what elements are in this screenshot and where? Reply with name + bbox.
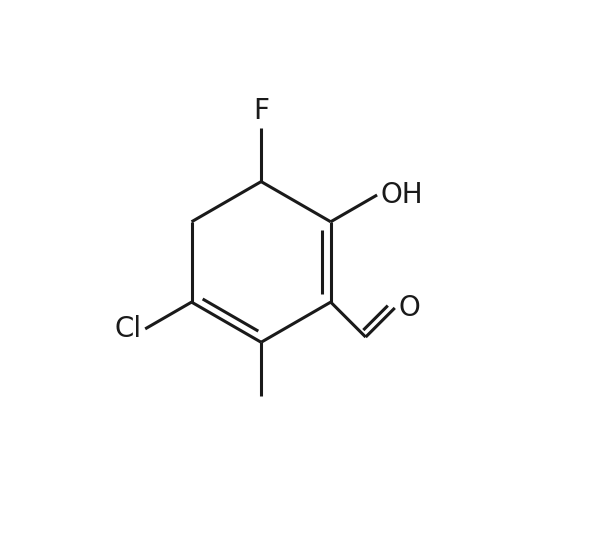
Text: F: F xyxy=(253,97,269,125)
Text: OH: OH xyxy=(381,181,423,209)
Text: O: O xyxy=(399,294,421,322)
Text: Cl: Cl xyxy=(115,315,142,343)
